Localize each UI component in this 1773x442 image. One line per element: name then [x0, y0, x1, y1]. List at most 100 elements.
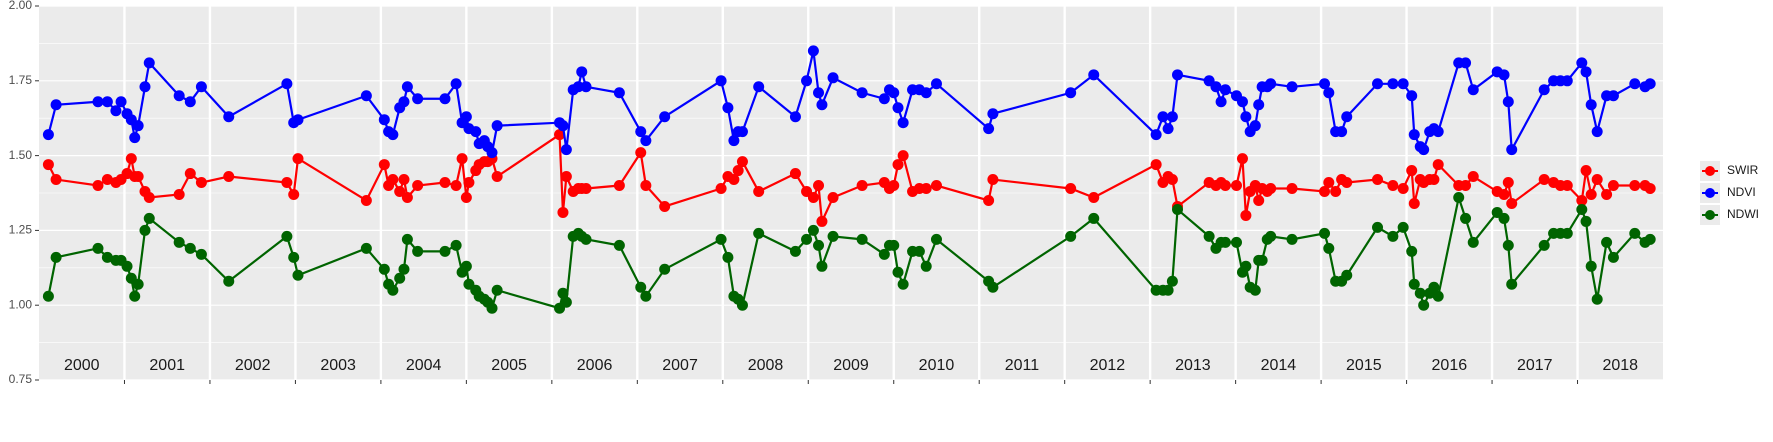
series	[42, 129, 1656, 227]
point	[557, 206, 569, 218]
point	[920, 260, 932, 272]
point	[1644, 78, 1656, 90]
point	[789, 245, 801, 257]
point	[223, 111, 235, 123]
point	[1341, 177, 1353, 189]
point	[1341, 269, 1353, 281]
point	[1432, 290, 1444, 302]
point	[888, 87, 900, 99]
point	[378, 263, 390, 275]
point	[1585, 99, 1597, 111]
point	[1088, 191, 1100, 203]
point	[920, 87, 932, 99]
point	[110, 105, 122, 117]
y-tick-label: 1.50	[9, 148, 33, 162]
point	[1162, 284, 1174, 296]
point	[1408, 129, 1420, 141]
point	[491, 171, 503, 183]
point	[560, 144, 572, 156]
point	[557, 120, 569, 132]
point	[1432, 159, 1444, 171]
point	[92, 96, 104, 108]
point	[439, 245, 451, 257]
year-label: 2009	[833, 357, 869, 374]
year-label: 2008	[748, 357, 784, 374]
point	[1203, 230, 1215, 242]
point	[1644, 183, 1656, 195]
point	[412, 245, 424, 257]
point	[1585, 188, 1597, 200]
point	[1418, 144, 1430, 156]
point	[1323, 177, 1335, 189]
point	[1629, 78, 1641, 90]
point	[1240, 260, 1252, 272]
point	[398, 174, 410, 186]
point	[1561, 75, 1573, 87]
point	[1460, 212, 1472, 224]
point	[930, 233, 942, 245]
point	[801, 233, 813, 245]
point	[173, 236, 185, 248]
point	[129, 290, 141, 302]
point	[878, 248, 890, 260]
y-tick-label: 1.75	[9, 73, 33, 87]
point	[635, 126, 647, 138]
point	[387, 174, 399, 186]
point	[640, 290, 652, 302]
point	[1580, 66, 1592, 78]
point	[827, 230, 839, 242]
point	[1460, 180, 1472, 192]
point	[1432, 126, 1444, 138]
point	[1065, 183, 1077, 195]
point	[195, 81, 207, 93]
point	[722, 102, 734, 114]
point	[1428, 281, 1440, 293]
point	[288, 251, 300, 263]
point	[143, 191, 155, 203]
point	[1372, 221, 1384, 233]
point	[1414, 287, 1426, 299]
point	[1319, 227, 1331, 239]
point	[288, 188, 300, 200]
point	[1397, 78, 1409, 90]
year-label: 2010	[919, 357, 955, 374]
y-tick-label: 2.00	[9, 0, 33, 12]
point	[930, 78, 942, 90]
point	[292, 153, 304, 165]
point	[1601, 236, 1613, 248]
point	[1157, 111, 1169, 123]
year-label: 2012	[1090, 357, 1126, 374]
point	[1453, 191, 1465, 203]
point	[1265, 78, 1277, 90]
point	[807, 45, 819, 57]
point	[1607, 90, 1619, 102]
point	[398, 263, 410, 275]
point	[613, 239, 625, 251]
series	[42, 45, 1656, 159]
point	[827, 191, 839, 203]
point	[1166, 174, 1178, 186]
point	[1172, 203, 1184, 215]
point	[1538, 239, 1550, 251]
year-label: 2004	[406, 357, 442, 374]
point	[50, 251, 62, 263]
year-label: 2000	[64, 357, 100, 374]
point	[987, 281, 999, 293]
point	[1341, 111, 1353, 123]
point	[1286, 81, 1298, 93]
point	[184, 96, 196, 108]
point	[491, 120, 503, 132]
point	[412, 180, 424, 192]
point	[470, 126, 482, 138]
point	[398, 96, 410, 108]
point	[1561, 227, 1573, 239]
point	[1323, 87, 1335, 99]
point	[736, 156, 748, 168]
point	[580, 233, 592, 245]
point	[1591, 174, 1603, 186]
point	[897, 278, 909, 290]
point	[1172, 69, 1184, 81]
point	[101, 96, 113, 108]
point	[1418, 299, 1430, 311]
point	[129, 132, 141, 144]
